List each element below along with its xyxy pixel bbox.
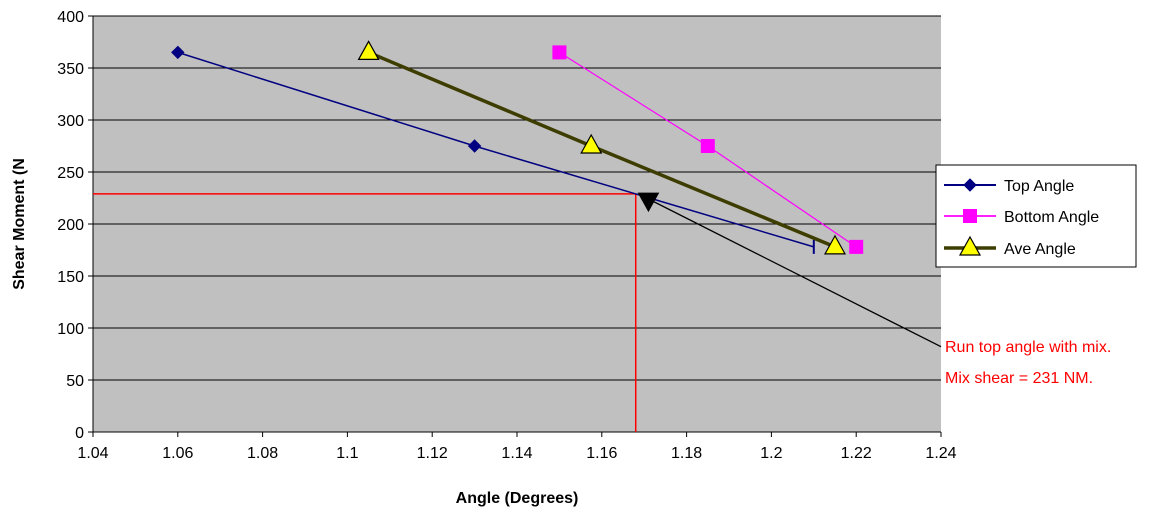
reference-lines bbox=[93, 193, 637, 432]
x-tick-label: 1.16 bbox=[586, 445, 617, 462]
x-tick-label: 1.2 bbox=[760, 445, 782, 462]
y-axis-title: Shear Moment (N bbox=[11, 158, 28, 290]
highlight-point bbox=[637, 192, 660, 213]
x-tick-label: 1.12 bbox=[417, 445, 448, 462]
annotation-line-2: Mix shear = 231 NM. bbox=[945, 370, 1093, 387]
x-tick-label: 1.18 bbox=[671, 445, 702, 462]
legend-item-ave-angle: Ave Angle bbox=[944, 235, 1076, 258]
x-tick-label: 1.08 bbox=[247, 445, 278, 462]
series-layer bbox=[171, 40, 942, 348]
y-tick-label: 300 bbox=[57, 113, 84, 130]
x-tick-labels: 1.04 1.06 1.08 1.1 1.12 1.14 1.16 1.18 1.2 1.22 1.… bbox=[77, 445, 956, 462]
data-point bbox=[171, 45, 185, 60]
series-top-angle bbox=[171, 45, 815, 254]
x-tick-label: 1.22 bbox=[841, 445, 872, 462]
y-tick-label: 400 bbox=[57, 9, 84, 26]
series-bottom-angle bbox=[552, 45, 864, 254]
legend-label: Bottom Angle bbox=[1004, 209, 1099, 226]
axes bbox=[92, 16, 941, 433]
x-tick-label: 1.1 bbox=[336, 445, 358, 462]
data-point bbox=[357, 40, 380, 61]
annotation-layer: Run top angle with mix. Mix shear = 231 … bbox=[945, 339, 1111, 387]
x-tick-label: 1.24 bbox=[925, 445, 956, 462]
grid-lines bbox=[88, 15, 942, 437]
legend-label: Top Angle bbox=[1004, 178, 1074, 195]
legend-item-bottom-angle: Bottom Angle bbox=[944, 209, 1099, 226]
data-point bbox=[823, 234, 847, 255]
annotation-line-1: Run top angle with mix. bbox=[945, 339, 1111, 356]
y-tick-label: 250 bbox=[57, 165, 84, 182]
annotation-arrow bbox=[652, 200, 942, 348]
y-tick-label: 100 bbox=[57, 321, 84, 338]
data-point bbox=[552, 45, 567, 60]
legend-items: Top Angle Bottom Angle Ave Angle bbox=[944, 178, 1099, 258]
y-tick-labels: 0 50 100 150 200 250 300 350 400 bbox=[57, 9, 84, 442]
x-tick-label: 1.06 bbox=[162, 445, 193, 462]
data-point bbox=[467, 139, 482, 153]
data-point bbox=[700, 139, 715, 153]
x-tick-label: 1.04 bbox=[77, 445, 108, 462]
data-point bbox=[849, 239, 864, 254]
legend-swatch-marker bbox=[958, 235, 982, 256]
x-axis-title: Angle (Degrees) bbox=[456, 490, 579, 507]
legend-label: Ave Angle bbox=[1004, 241, 1076, 258]
y-tick-label: 150 bbox=[57, 269, 84, 286]
y-tick-label: 200 bbox=[57, 217, 84, 234]
legend: Top Angle Bottom Angle Ave Angle bbox=[935, 164, 1137, 268]
legend-item-top-angle: Top Angle bbox=[944, 178, 1074, 195]
legend-swatch-marker bbox=[963, 209, 977, 223]
x-tick-label: 1.14 bbox=[501, 445, 532, 462]
y-tick-label: 350 bbox=[57, 61, 84, 78]
y-tick-label: 0 bbox=[75, 425, 84, 442]
y-tick-label: 50 bbox=[66, 373, 84, 390]
data-point bbox=[580, 133, 603, 154]
legend-swatch-marker bbox=[963, 178, 977, 192]
series-ave-angle bbox=[357, 40, 847, 255]
